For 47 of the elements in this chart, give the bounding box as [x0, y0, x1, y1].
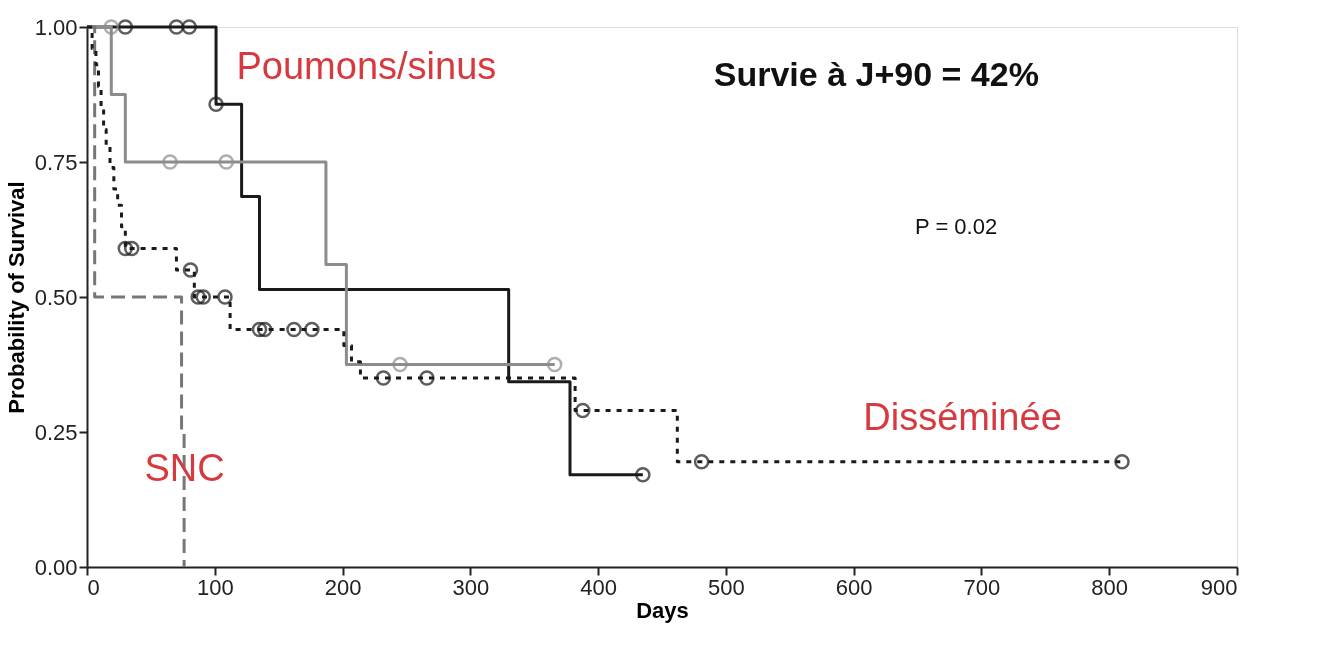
y-tick-label: 0.50 [34, 284, 78, 310]
x-tick-label: 100 [196, 574, 234, 600]
x-tick-label: 200 [324, 574, 362, 600]
point [117, 240, 134, 257]
annotation: P = 0.02 [915, 213, 998, 239]
point [181, 19, 197, 35]
point [392, 356, 408, 373]
point [123, 240, 140, 257]
point [419, 370, 435, 386]
point [286, 321, 302, 338]
point [635, 466, 651, 483]
y-tick-label: 1.00 [34, 14, 78, 40]
point [251, 321, 268, 338]
point [1114, 453, 1130, 470]
point [304, 321, 320, 338]
point [375, 370, 392, 386]
point [190, 289, 206, 305]
x-tick-label: 800 [1091, 574, 1129, 600]
x-tick-label: 400 [580, 574, 617, 600]
x-tick-label: 0 [87, 574, 100, 600]
x-tick-label: 600 [835, 574, 873, 600]
point [575, 402, 591, 419]
annotation: Disséminée [863, 395, 1062, 438]
point [256, 321, 273, 338]
annotation: SNC [144, 446, 225, 489]
point [162, 154, 178, 170]
point [546, 356, 563, 373]
point [217, 289, 233, 305]
x-tick-label: 900 [1200, 574, 1238, 600]
x-axis-title: Days [636, 597, 689, 623]
point [182, 262, 199, 278]
y-tick-label: 0.00 [34, 554, 78, 580]
point [208, 96, 224, 112]
y-axis-title: Probability of Survival [3, 181, 29, 414]
annotation: Poumons/sinus [236, 44, 497, 87]
x-tick-label: 700 [963, 574, 1001, 600]
point [117, 19, 134, 35]
point [218, 154, 235, 170]
y-tick-label: 0.75 [34, 149, 78, 175]
x-tick-label: 500 [708, 574, 745, 600]
point [103, 19, 120, 35]
point [693, 453, 710, 470]
x-tick-label: 300 [452, 574, 490, 600]
point [195, 289, 212, 305]
point [168, 19, 185, 35]
y-tick-label: 0.25 [34, 419, 78, 445]
annotation: Survie à J+90 = 42% [713, 54, 1039, 93]
